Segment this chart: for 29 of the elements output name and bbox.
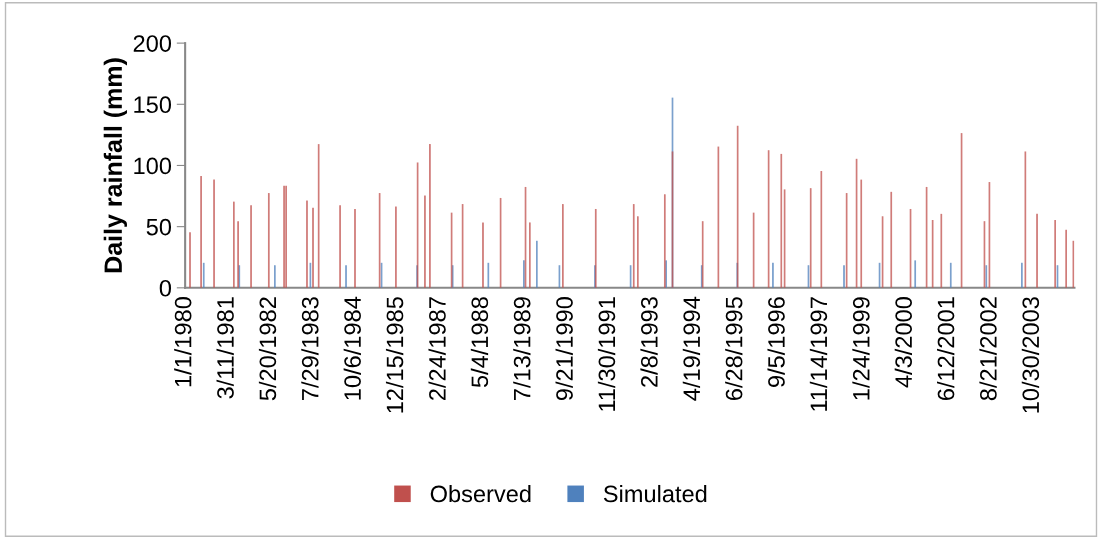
y-tick-label: 150: [134, 96, 172, 114]
x-tick-label: 8/21/2002: [979, 297, 997, 401]
y-tick-label: 200: [133, 35, 172, 52]
x-tick-label: 2/8/1993: [640, 297, 658, 387]
x-tick-label: 5/20/1982: [258, 297, 277, 401]
x-tick-label: 5/4/1988: [470, 297, 489, 388]
x-tick-label: 7/13/1989: [513, 297, 531, 400]
legend-label: Observed: [430, 484, 531, 503]
x-tick-label: 11/30/1991: [597, 297, 616, 411]
x-tick-label: 10/30/2003: [1021, 297, 1040, 413]
x-tick-label: 3/11/1981: [216, 297, 234, 399]
y-tick-label: 50: [146, 218, 172, 236]
x-tick-label: 6/12/2001: [937, 297, 955, 400]
x-tick-label: 9/5/1996: [767, 297, 785, 387]
y-tick-label: 100: [134, 157, 172, 175]
y-axis-title: Daily rainfall (mm): [103, 58, 127, 273]
x-tick-label: 10/6/1984: [343, 296, 361, 400]
x-tick-label: 9/21/1990: [555, 297, 573, 401]
x-tick-label: 1/1/1980: [174, 297, 192, 387]
x-tick-label: 1/24/1999: [852, 297, 870, 400]
x-tick-label: 4/19/1994: [682, 296, 701, 401]
x-tick-label: 6/28/1995: [725, 297, 743, 400]
x-tick-label: 2/24/1987: [428, 297, 446, 400]
y-tick-label: 0: [159, 279, 172, 297]
x-tick-label: 12/15/1985: [385, 297, 404, 413]
x-tick-label: 4/3/2000: [894, 297, 912, 388]
x-tick-label: 7/29/1983: [301, 297, 319, 400]
legend-label: Simulated: [603, 484, 707, 503]
x-tick-label: 11/14/1997: [809, 297, 828, 411]
